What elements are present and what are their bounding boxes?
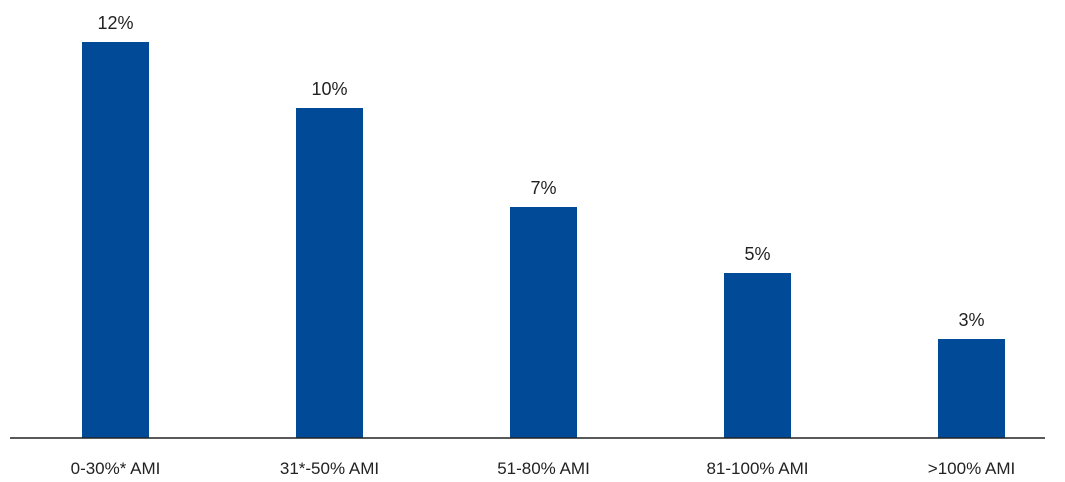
bar xyxy=(510,207,577,438)
x-tick-label: 51-80% AMI xyxy=(497,459,590,478)
x-tick-label: >100% AMI xyxy=(928,459,1015,478)
bar-value-label: 12% xyxy=(97,13,133,33)
bars-group xyxy=(82,42,1005,438)
x-tick-labels: 0-30%* AMI 31*-50% AMI 51-80% AMI 81-100% A… xyxy=(71,459,1016,478)
bar xyxy=(296,108,363,438)
bar-value-label: 5% xyxy=(744,244,770,264)
bar xyxy=(82,42,149,438)
bar xyxy=(938,339,1005,438)
bar-value-label: 10% xyxy=(311,79,347,99)
bar-value-label: 7% xyxy=(530,178,556,198)
x-tick-label: 0-30%* AMI xyxy=(71,459,161,478)
bar-value-labels: 12% 10% 7% 5% 3% xyxy=(97,13,984,330)
bar-value-label: 3% xyxy=(958,310,984,330)
x-tick-label: 31*-50% AMI xyxy=(280,459,379,478)
bar xyxy=(724,273,791,438)
x-tick-label: 81-100% AMI xyxy=(706,459,808,478)
